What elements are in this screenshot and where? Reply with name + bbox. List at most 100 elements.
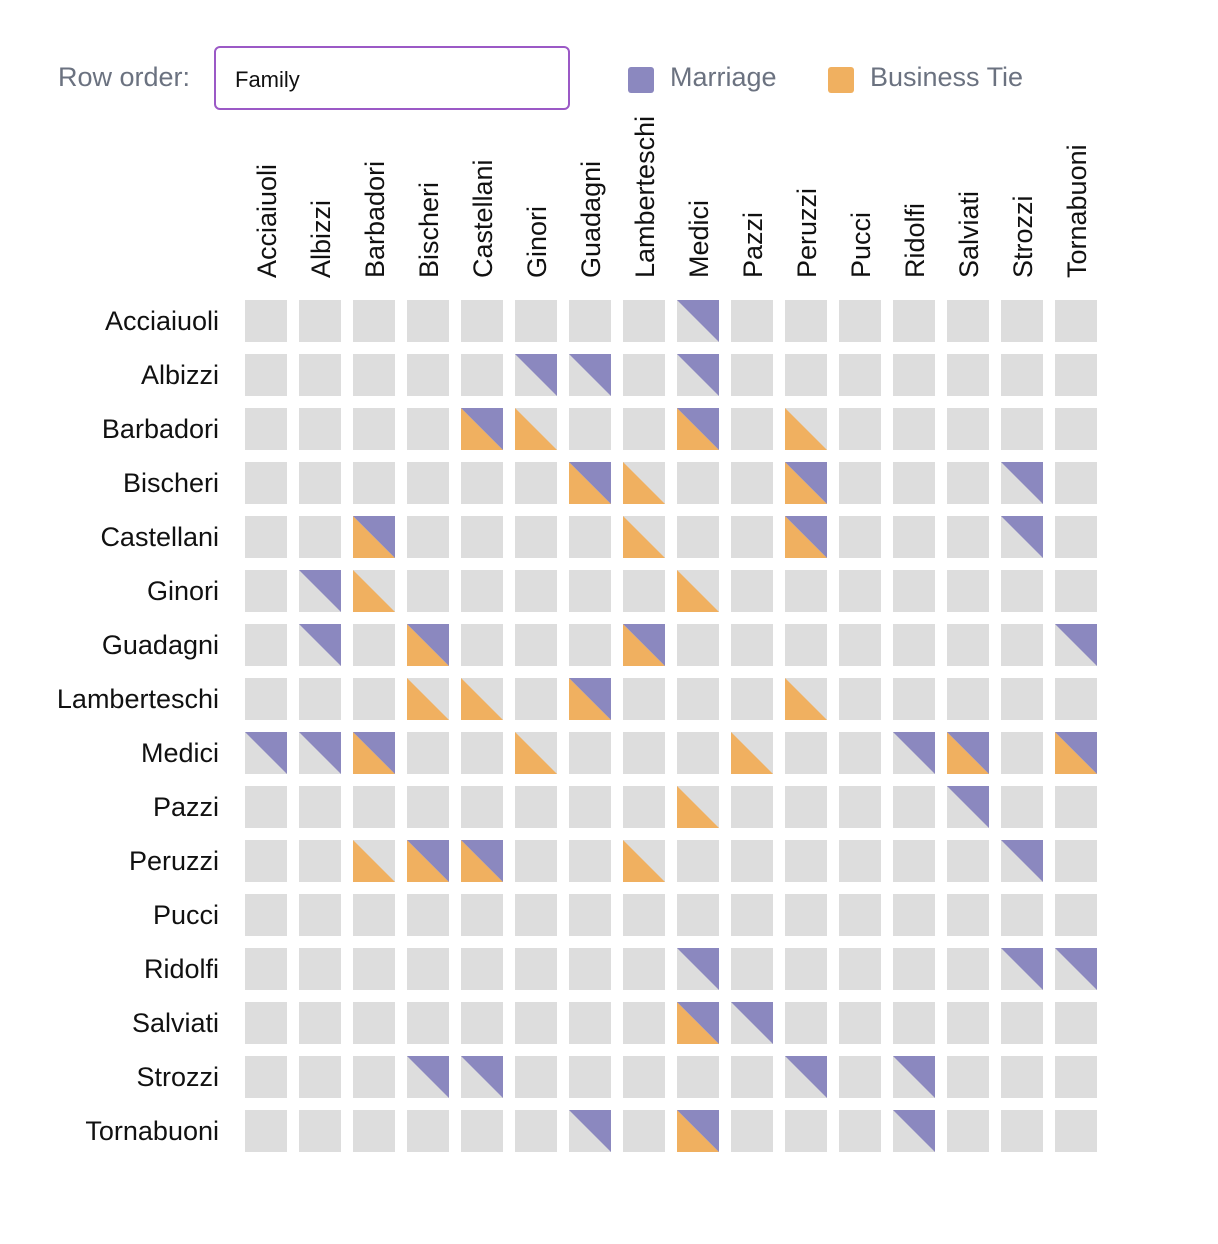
matrix-cell[interactable] (731, 408, 773, 450)
matrix-cell[interactable] (893, 678, 935, 720)
matrix-cell[interactable] (785, 732, 827, 774)
matrix-cell[interactable] (461, 732, 503, 774)
matrix-cell[interactable] (353, 840, 395, 882)
matrix-cell[interactable] (245, 354, 287, 396)
matrix-cell[interactable] (245, 516, 287, 558)
matrix-cell[interactable] (407, 1110, 449, 1152)
matrix-cell[interactable] (1055, 354, 1097, 396)
matrix-cell[interactable] (569, 300, 611, 342)
matrix-cell[interactable] (677, 570, 719, 612)
matrix-cell[interactable] (1001, 300, 1043, 342)
matrix-cell[interactable] (353, 624, 395, 666)
matrix-cell[interactable] (893, 1110, 935, 1152)
matrix-cell[interactable] (569, 1110, 611, 1152)
matrix-cell[interactable] (893, 300, 935, 342)
matrix-cell[interactable] (677, 1002, 719, 1044)
matrix-cell[interactable] (461, 894, 503, 936)
matrix-cell[interactable] (299, 1056, 341, 1098)
matrix-cell[interactable] (623, 786, 665, 828)
matrix-cell[interactable] (461, 462, 503, 504)
matrix-cell[interactable] (461, 948, 503, 990)
matrix-cell[interactable] (1055, 678, 1097, 720)
matrix-cell[interactable] (1001, 570, 1043, 612)
matrix-cell[interactable] (1055, 624, 1097, 666)
matrix-cell[interactable] (1055, 516, 1097, 558)
matrix-cell[interactable] (353, 462, 395, 504)
matrix-cell[interactable] (407, 300, 449, 342)
matrix-cell[interactable] (947, 732, 989, 774)
matrix-cell[interactable] (353, 516, 395, 558)
matrix-cell[interactable] (569, 354, 611, 396)
matrix-cell[interactable] (515, 786, 557, 828)
matrix-cell[interactable] (947, 570, 989, 612)
matrix-cell[interactable] (947, 840, 989, 882)
matrix-cell[interactable] (893, 408, 935, 450)
matrix-cell[interactable] (785, 948, 827, 990)
matrix-cell[interactable] (731, 894, 773, 936)
matrix-cell[interactable] (1001, 1002, 1043, 1044)
matrix-cell[interactable] (839, 732, 881, 774)
matrix-cell[interactable] (893, 462, 935, 504)
matrix-cell[interactable] (839, 624, 881, 666)
matrix-cell[interactable] (1055, 840, 1097, 882)
matrix-cell[interactable] (245, 1056, 287, 1098)
matrix-cell[interactable] (785, 354, 827, 396)
matrix-cell[interactable] (677, 678, 719, 720)
matrix-cell[interactable] (1055, 462, 1097, 504)
matrix-cell[interactable] (353, 1002, 395, 1044)
matrix-cell[interactable] (515, 516, 557, 558)
matrix-cell[interactable] (245, 948, 287, 990)
matrix-cell[interactable] (461, 624, 503, 666)
matrix-cell[interactable] (461, 678, 503, 720)
matrix-cell[interactable] (839, 1056, 881, 1098)
matrix-cell[interactable] (1055, 300, 1097, 342)
matrix-cell[interactable] (299, 948, 341, 990)
matrix-cell[interactable] (731, 300, 773, 342)
matrix-cell[interactable] (677, 1110, 719, 1152)
matrix-cell[interactable] (353, 786, 395, 828)
matrix-cell[interactable] (839, 786, 881, 828)
matrix-cell[interactable] (893, 948, 935, 990)
matrix-cell[interactable] (299, 570, 341, 612)
matrix-cell[interactable] (1055, 408, 1097, 450)
matrix-cell[interactable] (839, 462, 881, 504)
matrix-cell[interactable] (1055, 1002, 1097, 1044)
matrix-cell[interactable] (731, 948, 773, 990)
matrix-cell[interactable] (623, 624, 665, 666)
matrix-cell[interactable] (1001, 1056, 1043, 1098)
matrix-cell[interactable] (893, 354, 935, 396)
matrix-cell[interactable] (947, 894, 989, 936)
matrix-cell[interactable] (947, 678, 989, 720)
matrix-cell[interactable] (785, 624, 827, 666)
matrix-cell[interactable] (353, 732, 395, 774)
matrix-cell[interactable] (299, 732, 341, 774)
matrix-cell[interactable] (731, 678, 773, 720)
matrix-cell[interactable] (569, 948, 611, 990)
matrix-cell[interactable] (569, 408, 611, 450)
matrix-cell[interactable] (353, 948, 395, 990)
matrix-cell[interactable] (947, 516, 989, 558)
matrix-cell[interactable] (407, 408, 449, 450)
matrix-cell[interactable] (245, 570, 287, 612)
matrix-cell[interactable] (407, 570, 449, 612)
matrix-cell[interactable] (1055, 786, 1097, 828)
matrix-cell[interactable] (1001, 1110, 1043, 1152)
matrix-cell[interactable] (569, 624, 611, 666)
matrix-cell[interactable] (569, 516, 611, 558)
matrix-cell[interactable] (785, 1056, 827, 1098)
matrix-cell[interactable] (947, 786, 989, 828)
matrix-cell[interactable] (515, 1110, 557, 1152)
matrix-cell[interactable] (245, 408, 287, 450)
matrix-cell[interactable] (245, 300, 287, 342)
matrix-cell[interactable] (893, 624, 935, 666)
matrix-cell[interactable] (245, 840, 287, 882)
matrix-cell[interactable] (353, 894, 395, 936)
matrix-cell[interactable] (731, 462, 773, 504)
matrix-cell[interactable] (677, 462, 719, 504)
matrix-cell[interactable] (731, 840, 773, 882)
matrix-cell[interactable] (299, 840, 341, 882)
matrix-cell[interactable] (677, 948, 719, 990)
matrix-cell[interactable] (299, 408, 341, 450)
matrix-cell[interactable] (839, 1110, 881, 1152)
matrix-cell[interactable] (299, 516, 341, 558)
